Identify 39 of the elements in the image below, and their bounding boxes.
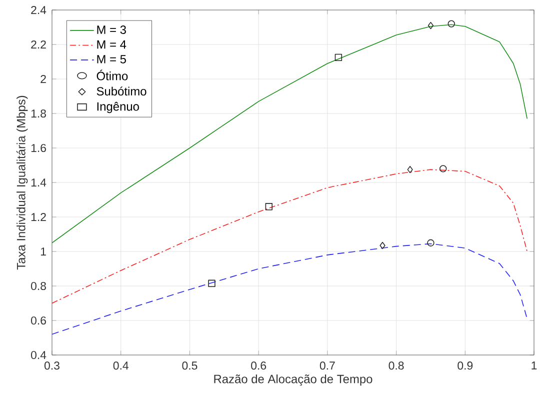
line-series: [52, 243, 528, 335]
y-tick-label: 1.4: [31, 178, 46, 186]
y-tick-label: 1: [40, 248, 46, 256]
x-tick-label: 0.8: [388, 362, 404, 370]
y-tick-label: 0.4: [31, 350, 46, 360]
y-tick-label: 2: [40, 74, 46, 83]
x-tick-label: 0.3: [44, 362, 60, 370]
y-tick-label: 2.4: [31, 6, 46, 14]
y-tick-label: 1.6: [31, 144, 46, 152]
point: [448, 20, 455, 28]
x-tick-label: 0.9: [458, 362, 473, 370]
y-tick-label: 2.2: [31, 40, 46, 48]
legend-label: Ingênuo: [97, 102, 139, 114]
y-tick-label: 1.2: [31, 213, 46, 221]
line-series: [52, 24, 528, 244]
point: [334, 54, 342, 62]
y-tick-label: 1.8: [31, 109, 46, 118]
x-tick-label: 1: [532, 362, 537, 370]
point: [208, 280, 216, 288]
point: [440, 165, 447, 172]
x-tick-label: 0.5: [182, 362, 198, 370]
y-tick-label: 0.8: [31, 282, 46, 290]
point: [265, 203, 272, 210]
legend-label: Ótimo: [96, 70, 128, 80]
legend-label: M = 4: [97, 40, 126, 49]
legend-label: M = 3: [97, 26, 126, 34]
point: [380, 242, 386, 250]
legend-label: Subótimo: [96, 86, 146, 96]
x-tick-label: 0.7: [320, 362, 335, 370]
x-axis-title: Razão de Alocação de Tempo: [214, 374, 372, 386]
point: [428, 22, 434, 30]
x-tick-label: 0.6: [251, 362, 266, 370]
line-series: [52, 169, 528, 304]
point: [427, 239, 434, 246]
y-axis-title: Taxa Individual Igualitária (Mbps): [16, 96, 28, 270]
x-tick-label: 0.4: [113, 362, 128, 370]
point: [407, 166, 413, 174]
legend-label: M = 5: [97, 55, 126, 64]
y-tick-label: 0.6: [31, 316, 46, 325]
